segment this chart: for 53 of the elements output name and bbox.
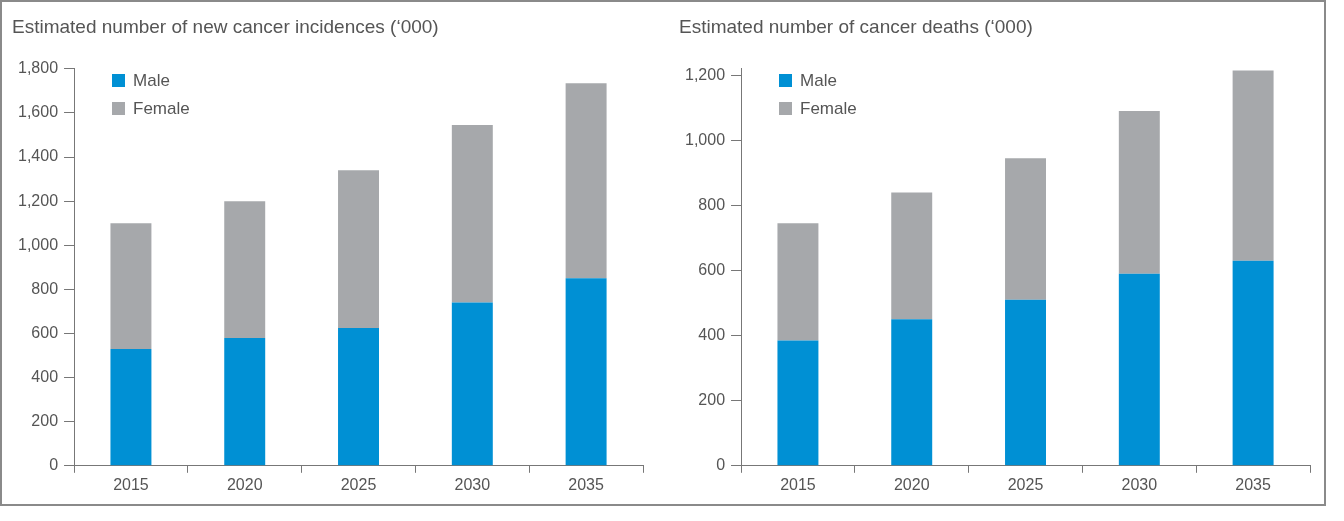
bar <box>1232 260 1274 466</box>
y-tick-label: 600 <box>698 260 726 278</box>
bar <box>891 319 933 466</box>
bar <box>565 83 607 279</box>
legend-label: Male <box>133 70 170 91</box>
y-tick-label: 0 <box>49 456 59 474</box>
x-tick-label: 2020 <box>226 475 263 493</box>
y-tick-label: 1,600 <box>17 103 59 121</box>
bar <box>1232 70 1274 261</box>
y-tick-label: 1,200 <box>684 65 726 83</box>
x-tick-label: 2035 <box>568 475 604 493</box>
bar <box>338 170 379 328</box>
y-tick-label: 1,000 <box>17 235 59 253</box>
chart-title: Estimated number of cancer deaths (‘000) <box>679 15 1033 37</box>
bar <box>891 192 933 320</box>
x-tick-label: 2015 <box>113 475 149 493</box>
y-tick-label: 200 <box>698 391 726 409</box>
y-tick-label: 800 <box>31 279 59 297</box>
x-tick-label: 2030 <box>454 475 491 493</box>
bar <box>224 337 266 466</box>
x-tick-label: 2020 <box>893 475 930 493</box>
x-tick-label: 2025 <box>340 475 377 493</box>
legend-label: Male <box>800 70 837 91</box>
bar <box>777 340 819 466</box>
x-tick-label: 2025 <box>1007 475 1044 493</box>
bar <box>777 223 819 341</box>
y-tick-label: 200 <box>31 412 59 430</box>
bar <box>1005 299 1046 466</box>
y-tick-label: 1,800 <box>17 59 59 77</box>
bar <box>1005 158 1046 300</box>
bar <box>1118 273 1160 466</box>
bar <box>1118 111 1160 274</box>
bar <box>224 201 266 338</box>
legend-label: Female <box>133 98 190 119</box>
bar <box>451 125 493 303</box>
x-tick-label: 2035 <box>1235 475 1271 493</box>
bar <box>565 278 607 466</box>
y-tick-label: 400 <box>698 326 726 344</box>
bar <box>110 348 152 466</box>
x-tick-label: 2015 <box>780 475 816 493</box>
bar <box>110 223 152 349</box>
y-tick-label: 1,200 <box>17 191 59 209</box>
y-tick-label: 1,400 <box>17 147 59 165</box>
bar <box>451 302 493 466</box>
y-tick-label: 400 <box>31 367 59 385</box>
y-tick-label: 600 <box>31 323 59 341</box>
bar <box>338 327 379 466</box>
legend-label: Female <box>800 98 857 119</box>
y-tick-label: 0 <box>716 456 726 474</box>
chart-title: Estimated number of new cancer incidences (‘000) <box>12 15 439 37</box>
y-tick-label: 800 <box>698 195 726 213</box>
x-tick-label: 2030 <box>1121 475 1158 493</box>
y-tick-label: 1,000 <box>684 130 726 148</box>
